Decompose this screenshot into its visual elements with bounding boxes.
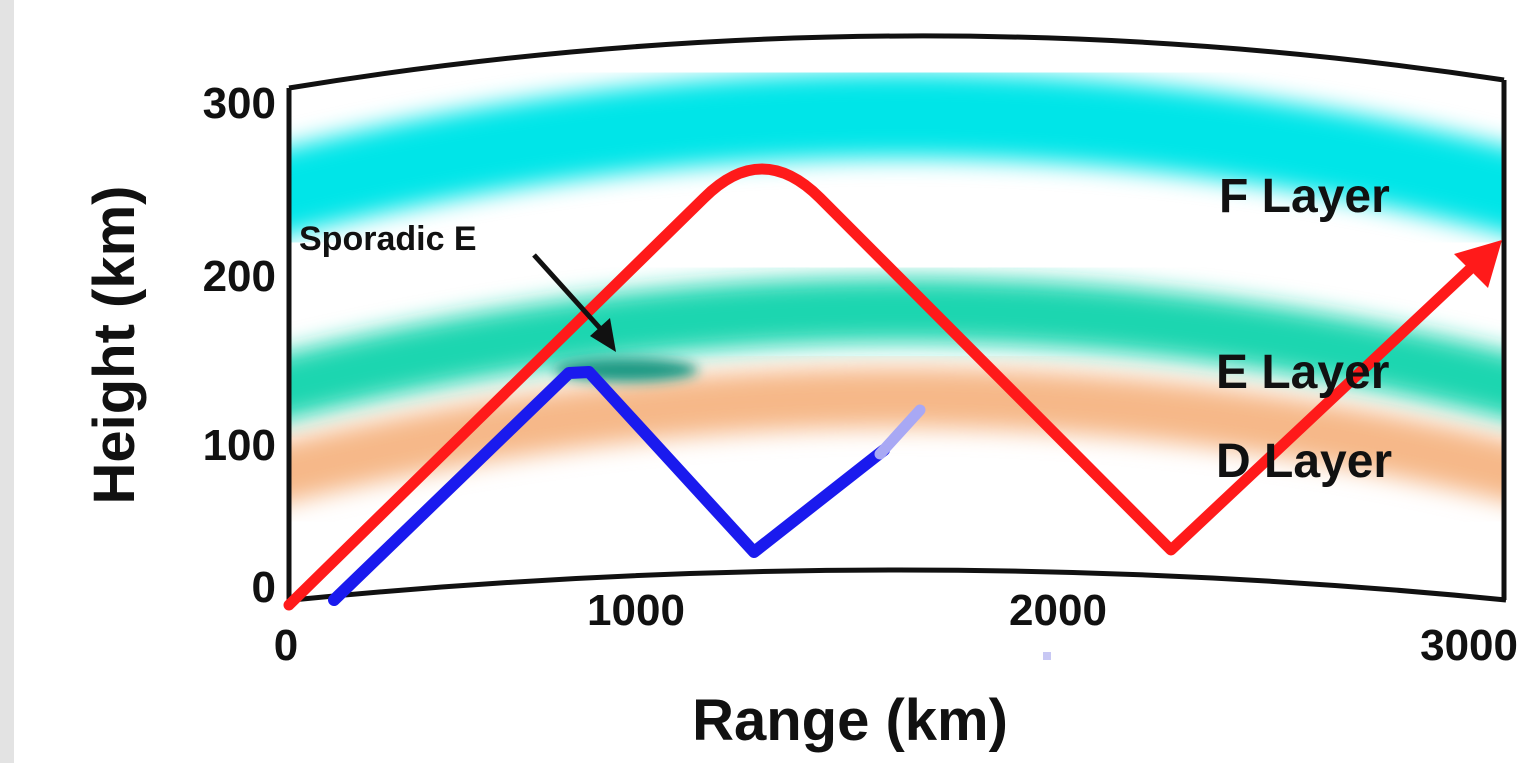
sporadic-e-path — [328, 366, 926, 606]
sporadic-e-annotation: Sporadic E — [299, 220, 616, 352]
f-layer-path — [283, 163, 1502, 611]
f-layer-label: F Layer — [1219, 170, 1390, 223]
x-tick-label: 3000 — [1420, 621, 1518, 670]
d-layer-label: D Layer — [1216, 435, 1392, 488]
y-axis: 300 200 100 0 Height (km) — [82, 79, 276, 612]
y-tick-label: 0 — [252, 563, 276, 612]
y-tick-label: 300 — [203, 79, 276, 128]
x-tick-label: 0 — [274, 621, 298, 670]
tick-mark-artifact — [1043, 652, 1051, 660]
x-tick-label: 1000 — [587, 586, 685, 635]
diagram-panel: 300 200 100 0 Height (km) 0 1000 2000 30… — [14, 0, 1522, 763]
y-tick-label: 100 — [203, 421, 276, 470]
e-layer-band — [289, 277, 1504, 427]
annotation-arrow-shaft — [532, 253, 609, 338]
ionosphere-layers — [289, 72, 1504, 510]
f-layer-band — [289, 72, 1504, 242]
x-axis: 0 1000 2000 3000 Range (km) — [274, 586, 1518, 753]
y-axis-label: Height (km) — [82, 186, 147, 505]
arrowhead — [1454, 240, 1502, 288]
propagation-diagram: 300 200 100 0 Height (km) 0 1000 2000 30… — [82, 33, 1518, 753]
plot-frame — [286, 33, 1507, 605]
d-layer-band — [289, 367, 1504, 510]
e-layer-label: E Layer — [1216, 346, 1389, 399]
x-tick-label: 2000 — [1009, 586, 1107, 635]
annotation-arrow-head — [590, 318, 616, 352]
sporadic-e-label: Sporadic E — [299, 220, 477, 258]
y-tick-label: 200 — [203, 252, 276, 301]
layer-labels: F Layer E Layer D Layer — [1216, 170, 1392, 488]
x-axis-label: Range (km) — [692, 688, 1008, 753]
